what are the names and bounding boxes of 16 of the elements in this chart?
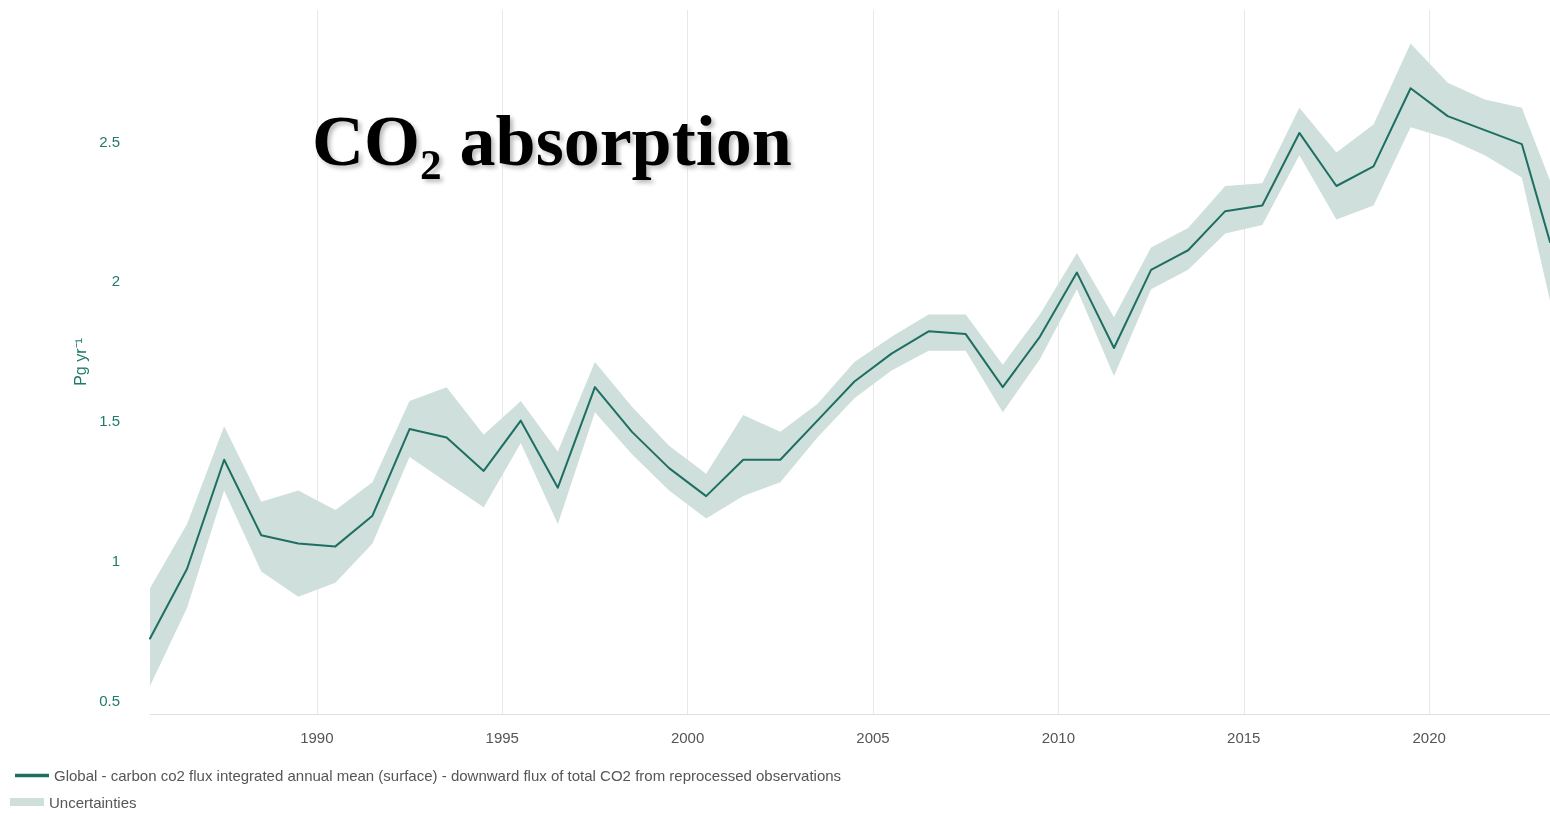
- y-tick-label: 2: [111, 272, 120, 290]
- x-tick-label: 2015: [1227, 729, 1261, 746]
- x-tick-label: 2010: [1041, 729, 1076, 746]
- x-tick-label: 2020: [1412, 729, 1446, 746]
- x-tick-label: 2005: [856, 729, 890, 746]
- y-tick-label: 1: [111, 551, 120, 569]
- x-tick-label: 2000: [670, 729, 705, 746]
- y-tick-label: 2.5: [99, 132, 120, 150]
- text: CO₂ absorption: [312, 100, 792, 183]
- y-axis-title: Pg yr⁻¹: [71, 338, 89, 386]
- legend-label: Global - carbon co2 flux integrated annual mean (surface) - downward flux of total CO2 from reprocessed observations: [54, 767, 842, 784]
- y-tick-label: 1.5: [99, 412, 120, 430]
- text: Uncertainties: [49, 793, 137, 811]
- x-tick-label: 1990: [300, 729, 334, 746]
- y-tick-label: 0.5: [99, 691, 120, 709]
- x-tick-label: 1995: [485, 729, 519, 746]
